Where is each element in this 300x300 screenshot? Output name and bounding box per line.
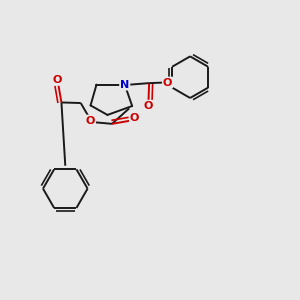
Text: O: O xyxy=(85,116,95,126)
Text: O: O xyxy=(130,113,139,123)
Text: N: N xyxy=(120,80,129,90)
Text: O: O xyxy=(52,75,62,85)
Text: O: O xyxy=(144,101,153,111)
Text: O: O xyxy=(163,77,172,88)
